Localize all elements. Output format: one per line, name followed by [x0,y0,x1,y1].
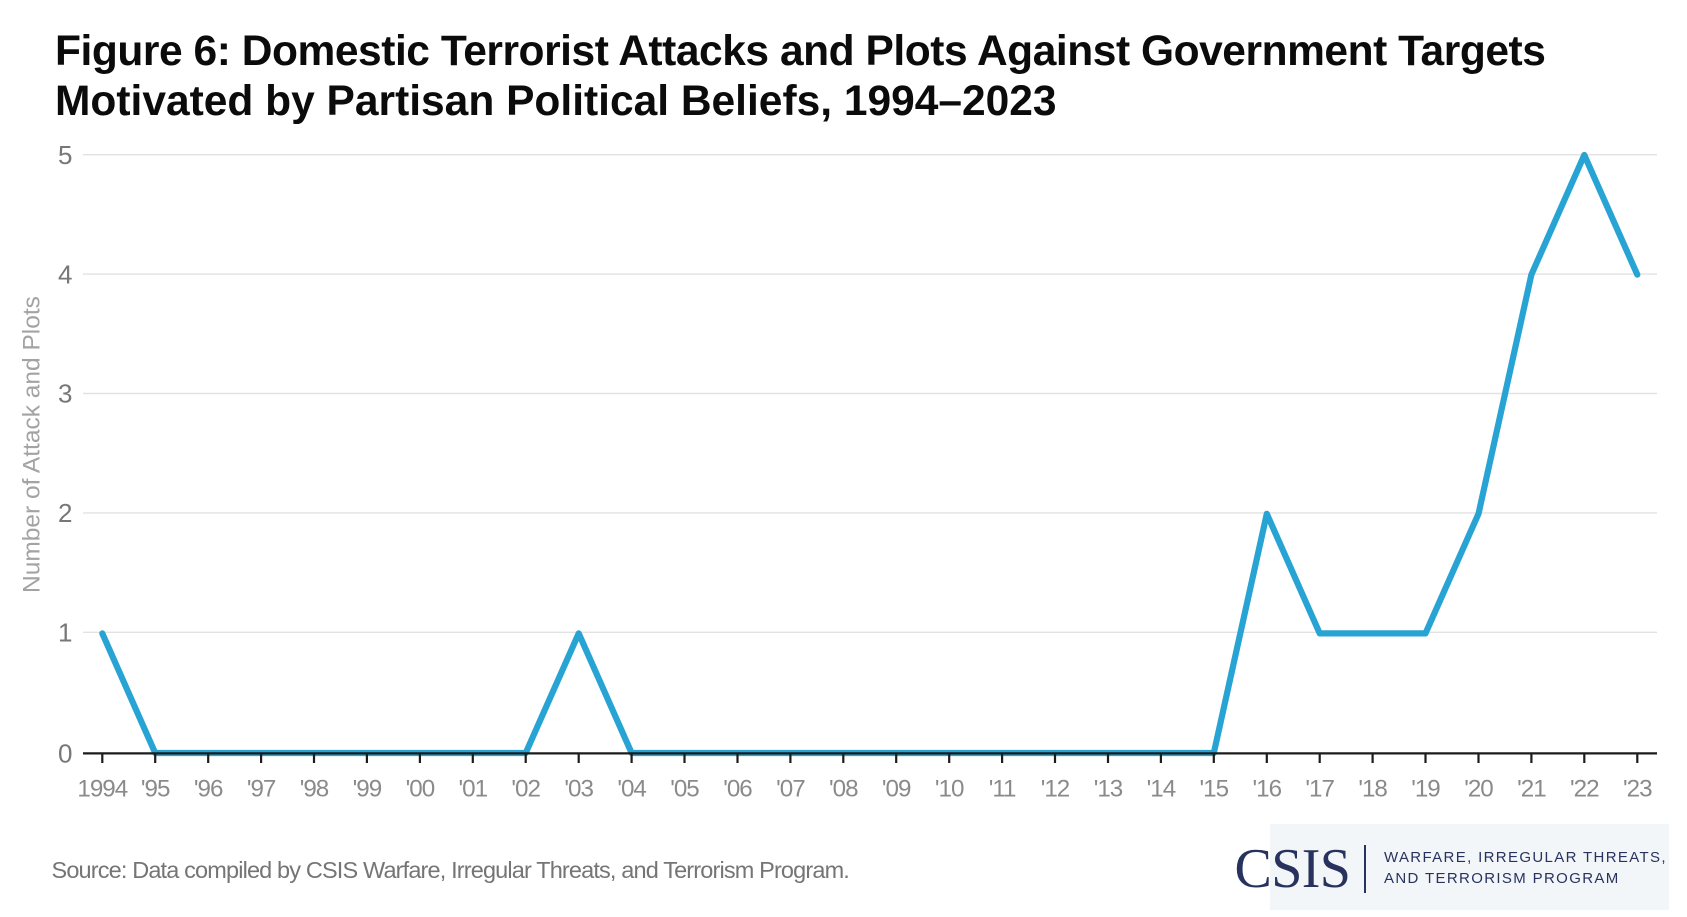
svg-text:Number of Attack and Plots: Number of Attack and Plots [19,296,46,593]
svg-text:2: 2 [58,498,72,528]
svg-text:'01: '01 [459,775,488,802]
svg-text:'11: '11 [989,775,1016,802]
svg-text:'03: '03 [564,775,593,802]
svg-text:'06: '06 [723,775,752,802]
svg-text:'21: '21 [1517,775,1546,802]
svg-text:'97: '97 [247,775,276,802]
svg-text:'05: '05 [670,775,699,802]
svg-text:'22: '22 [1570,775,1599,802]
svg-text:'23: '23 [1623,775,1652,802]
svg-text:'10: '10 [935,775,964,802]
svg-text:'19: '19 [1411,775,1440,802]
svg-text:5: 5 [58,140,72,170]
svg-text:'07: '07 [776,775,805,802]
svg-text:'14: '14 [1147,775,1176,802]
svg-text:'00: '00 [406,775,435,802]
svg-text:1: 1 [58,618,72,648]
svg-text:'18: '18 [1358,775,1387,802]
svg-text:4: 4 [58,259,72,289]
svg-text:1994: 1994 [77,775,127,802]
svg-text:3: 3 [58,379,72,409]
svg-text:'99: '99 [353,775,382,802]
svg-text:'96: '96 [194,775,223,802]
svg-text:'12: '12 [1041,775,1070,802]
svg-text:'17: '17 [1305,775,1334,802]
svg-text:'04: '04 [617,775,646,802]
svg-text:'15: '15 [1200,775,1229,802]
svg-text:'20: '20 [1464,775,1493,802]
svg-text:0: 0 [58,738,72,768]
svg-text:'13: '13 [1094,775,1123,802]
svg-text:'09: '09 [882,775,911,802]
svg-text:'08: '08 [829,775,858,802]
svg-text:'02: '02 [511,775,540,802]
svg-text:'98: '98 [300,775,329,802]
svg-text:'16: '16 [1253,775,1282,802]
svg-text:'95: '95 [141,775,170,802]
